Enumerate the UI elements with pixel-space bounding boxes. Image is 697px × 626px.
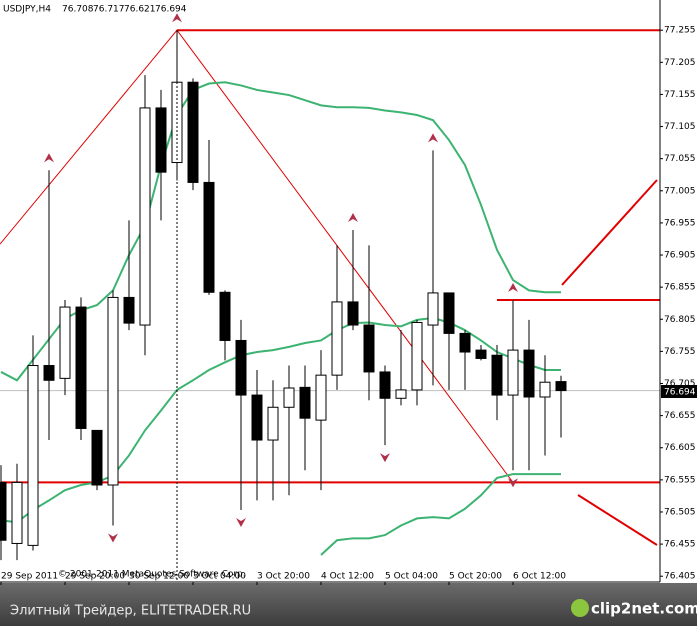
candle-body (155, 107, 167, 173)
y-tick-label: 76.505 (664, 507, 696, 517)
candle-body (283, 387, 295, 408)
copyright: © 2001-2011 MetaQuotes Software Corp. (58, 570, 246, 580)
y-tick-label: 76.405 (664, 572, 696, 582)
candle-body (235, 339, 247, 396)
candle-body (139, 107, 151, 326)
y-tick-label: 77.255 (664, 26, 696, 36)
y-tick-label: 76.555 (664, 475, 696, 485)
y-tick-label: 76.455 (664, 540, 696, 550)
candle-body (187, 81, 199, 183)
candle-body (219, 291, 231, 341)
candle-body (91, 429, 103, 486)
x-tick-label: 3 Oct 04:00 (193, 572, 246, 582)
candle-body (123, 296, 135, 324)
price-label: 76.694 (664, 388, 696, 398)
candle-body (507, 349, 519, 396)
candle-body (555, 381, 567, 392)
y-tick-label: 77.005 (664, 186, 696, 196)
logo: clip2net.com (571, 599, 697, 618)
fractal-up (172, 13, 182, 23)
candle-body (411, 321, 423, 391)
candle-body (443, 292, 455, 334)
channel-line (561, 179, 658, 286)
fractal-up (508, 282, 518, 292)
y-tick-label: 76.705 (664, 379, 696, 389)
fractal-down (380, 453, 390, 463)
x-tick-label: 6 Oct 12:00 (513, 572, 566, 582)
y-tick-label: 77.105 (664, 122, 696, 132)
fractal-down (236, 518, 246, 528)
y-tick-label: 76.655 (664, 411, 696, 421)
price-box (661, 385, 697, 398)
candle-body (59, 306, 71, 379)
y-tick-label: 76.755 (664, 347, 696, 357)
fractal-up (428, 133, 438, 143)
footer-text: Элитный Трейдер, ELITETRADER.RU (10, 604, 251, 619)
candle-body (523, 349, 535, 398)
fractal-down (508, 478, 518, 488)
candle-body (299, 386, 311, 419)
y-tick-label: 76.805 (664, 315, 696, 325)
fractal-down (108, 533, 118, 543)
candle-body (331, 301, 343, 376)
candle-body (395, 389, 407, 399)
candle-body (203, 181, 215, 293)
ohlc-close: 76.694 (155, 5, 187, 15)
candle-body (315, 374, 327, 421)
header: USDJPY,H4 76.708 76.717 76.621 76.694 (3, 5, 187, 15)
candle-body (27, 365, 39, 546)
x-tick-label: 29 Sep 2011 (1, 572, 58, 582)
y-tick-label: 76.855 (664, 283, 696, 293)
current-price: 76.694 (661, 385, 697, 398)
ohlc-high: 76.717 (93, 5, 125, 15)
candle-body (491, 354, 503, 396)
x-tick-label: 4 Oct 12:00 (321, 572, 374, 582)
x-tick-label: 30 Sep 12:00 (129, 572, 189, 582)
y-tick-label: 77.055 (664, 154, 696, 164)
band-line (320, 473, 561, 556)
candle-body (475, 349, 487, 359)
candle-body (107, 296, 119, 486)
x-tick-label: 5 Oct 20:00 (449, 572, 502, 582)
candle-body (379, 371, 391, 399)
x-tick-label: 3 Oct 20:00 (257, 572, 310, 582)
symbol: USDJPY,H4 (3, 5, 51, 15)
candle-body (11, 481, 23, 544)
candle-body (427, 292, 439, 326)
candle-body (251, 394, 263, 441)
logo-icon (571, 599, 589, 617)
y-tick-label: 76.605 (664, 443, 696, 453)
x-tick-label: 5 Oct 04:00 (385, 572, 438, 582)
ohlc-open: 76.708 (62, 5, 94, 15)
fractal-up (44, 153, 54, 163)
logo-text: clip2net.com (591, 600, 697, 618)
candle-body (267, 406, 279, 441)
fractal-up (348, 212, 358, 222)
x-tick-label: 29 Sep 20:00 (65, 572, 125, 582)
candle-body (539, 381, 551, 398)
band-line (0, 81, 561, 382)
candle-body (347, 301, 359, 326)
ohlc-low: 76.621 (124, 5, 156, 15)
y-tick-label: 77.155 (664, 90, 696, 100)
y-tick-label: 77.205 (664, 58, 696, 68)
y-tick-label: 76.955 (664, 218, 696, 228)
candle-body (0, 481, 7, 541)
channel-line (577, 494, 658, 546)
candle-body (459, 332, 471, 353)
y-tick-label: 76.905 (664, 251, 696, 261)
candle-body (363, 324, 375, 373)
candle-body (75, 306, 87, 429)
candle-body (43, 365, 55, 381)
